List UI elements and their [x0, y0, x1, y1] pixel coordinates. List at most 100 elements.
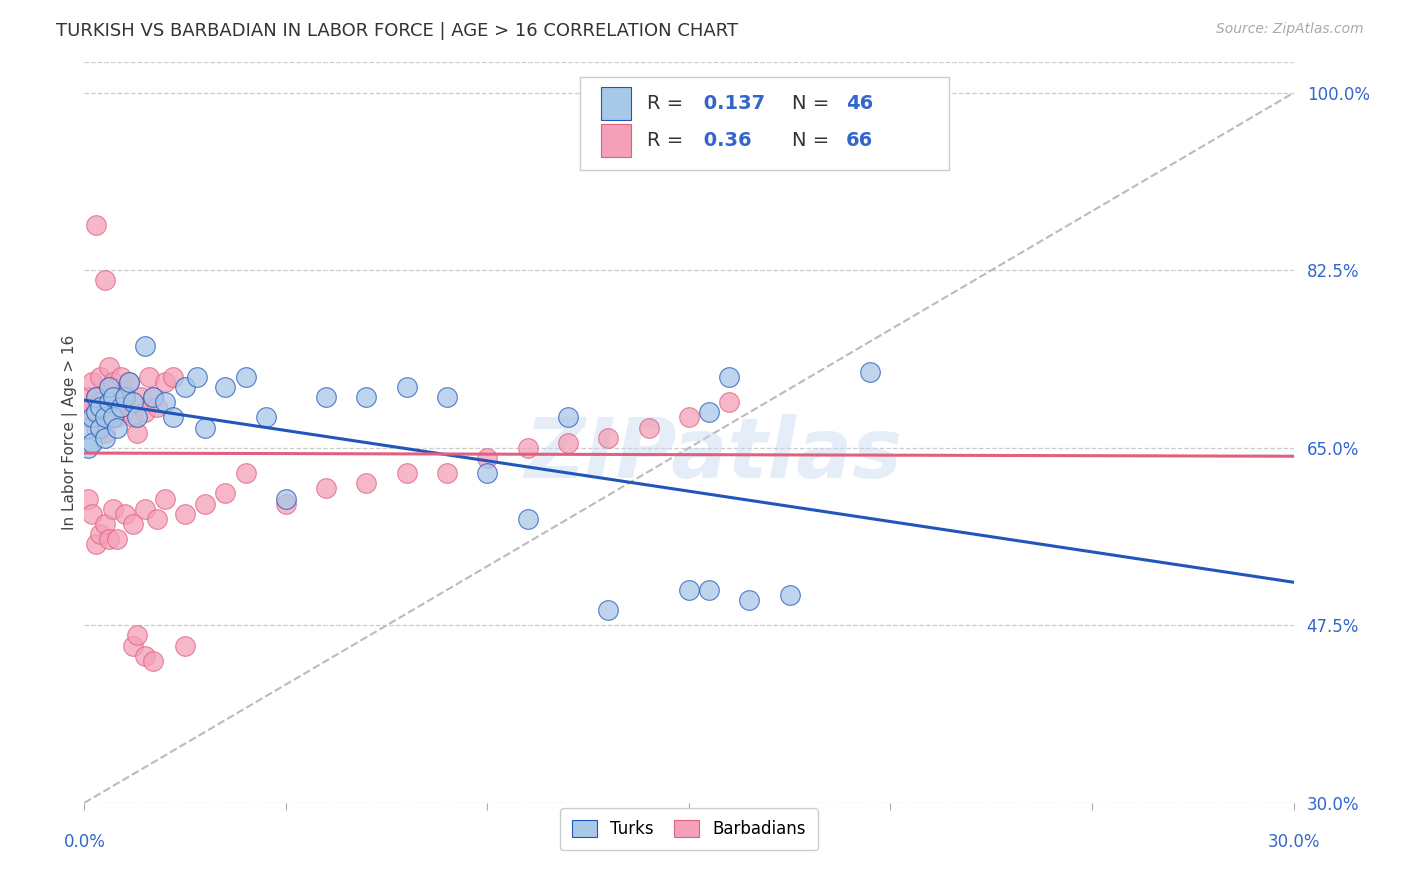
FancyBboxPatch shape [600, 123, 631, 157]
Point [678, 582, 700, 597]
Point [142, 654, 165, 668]
Point [738, 593, 761, 607]
Point [110, 395, 132, 409]
Point [779, 588, 801, 602]
Point [82, 435, 104, 450]
Point [395, 466, 418, 480]
Point [89, 527, 111, 541]
Point [129, 390, 152, 404]
Point [516, 441, 538, 455]
Point [105, 390, 128, 404]
Point [89, 401, 111, 415]
Point [101, 410, 124, 425]
Point [194, 497, 217, 511]
Point [118, 375, 141, 389]
Point [93, 425, 115, 440]
Y-axis label: In Labor Force | Age > 16: In Labor Force | Age > 16 [62, 335, 79, 530]
Text: 0.0%: 0.0% [63, 833, 105, 851]
Point [93, 405, 115, 419]
Point [186, 369, 208, 384]
Point [315, 482, 337, 496]
Point [153, 375, 176, 389]
Point [97, 532, 120, 546]
Point [214, 380, 236, 394]
Text: R =: R = [647, 130, 689, 150]
Point [557, 410, 579, 425]
Point [859, 365, 882, 379]
Point [254, 410, 277, 425]
Point [477, 450, 499, 465]
Point [110, 369, 132, 384]
Text: 46: 46 [846, 94, 873, 112]
Point [121, 395, 143, 409]
Point [86, 537, 108, 551]
FancyBboxPatch shape [581, 78, 949, 169]
Text: ZIPatlas: ZIPatlas [524, 414, 903, 495]
Text: TURKISH VS BARBADIAN IN LABOR FORCE | AGE > 16 CORRELATION CHART: TURKISH VS BARBADIAN IN LABOR FORCE | AG… [56, 22, 738, 40]
Point [235, 466, 257, 480]
Point [134, 648, 156, 663]
Point [138, 369, 160, 384]
Point [174, 507, 197, 521]
Text: 0.137: 0.137 [697, 94, 765, 112]
Point [153, 395, 176, 409]
Point [477, 466, 499, 480]
Point [93, 410, 115, 425]
Point [125, 628, 148, 642]
Point [77, 410, 100, 425]
Text: 66: 66 [846, 130, 873, 150]
FancyBboxPatch shape [600, 87, 631, 120]
Point [93, 273, 115, 287]
Point [121, 410, 143, 425]
Point [86, 405, 108, 419]
Point [86, 218, 108, 232]
Point [121, 516, 143, 531]
Point [174, 380, 197, 394]
Point [89, 395, 111, 409]
Point [134, 501, 156, 516]
Point [153, 491, 176, 506]
Legend: Turks, Barbadians: Turks, Barbadians [561, 808, 817, 850]
Point [114, 390, 136, 404]
Text: 30.0%: 30.0% [1267, 833, 1320, 851]
Point [436, 466, 458, 480]
Point [93, 431, 115, 445]
Text: R =: R = [647, 94, 689, 112]
Point [86, 390, 108, 404]
Point [516, 512, 538, 526]
Point [105, 410, 128, 425]
Point [142, 390, 165, 404]
Point [174, 639, 197, 653]
Point [214, 486, 236, 500]
Point [97, 395, 120, 409]
Point [82, 401, 104, 415]
Point [235, 369, 257, 384]
Point [274, 497, 297, 511]
Text: 0.36: 0.36 [697, 130, 752, 150]
Point [146, 401, 169, 415]
Point [82, 410, 104, 425]
Point [315, 390, 337, 404]
Point [97, 380, 120, 394]
Point [142, 390, 165, 404]
Point [637, 420, 659, 434]
Point [125, 425, 148, 440]
Point [97, 380, 120, 394]
Point [718, 369, 741, 384]
Point [274, 491, 297, 506]
Point [557, 435, 579, 450]
Point [162, 369, 184, 384]
Point [101, 390, 124, 404]
Point [77, 390, 100, 404]
Point [134, 339, 156, 353]
Text: N =: N = [792, 130, 835, 150]
Point [598, 431, 620, 445]
Point [77, 420, 100, 434]
Point [101, 375, 124, 389]
Point [110, 401, 132, 415]
Point [105, 532, 128, 546]
Point [118, 375, 141, 389]
Point [82, 375, 104, 389]
Point [718, 395, 741, 409]
Point [125, 410, 148, 425]
